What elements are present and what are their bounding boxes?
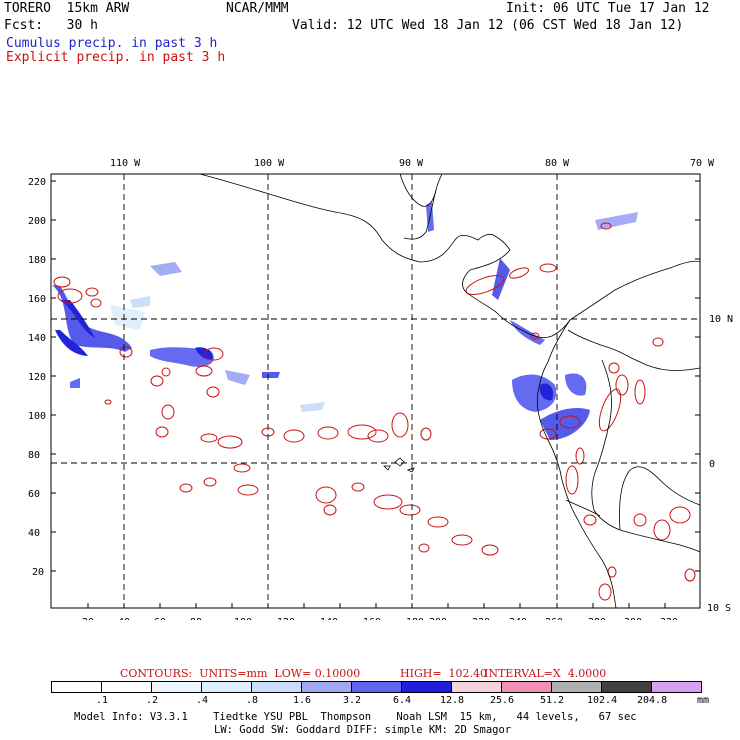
color-swatch (452, 682, 502, 692)
contours-interval: INTERVAL=X 4.0000 (484, 667, 607, 680)
x-tick-label: 100 (234, 617, 252, 620)
forecast-hour: Fcst: 30 h (4, 18, 98, 33)
y-tick-label: 120 (28, 372, 46, 383)
scale-label: .4 (196, 695, 209, 706)
organization: NCAR/MMM (226, 1, 289, 16)
y-tick-label: 160 (28, 294, 46, 305)
x-tick-label: 160 (363, 617, 381, 620)
x-tick-label: 120 (277, 617, 295, 620)
color-swatch (402, 682, 452, 692)
color-scale-bar (51, 681, 702, 693)
color-swatch (302, 682, 352, 692)
y-axis: 220 200 180 160 140 120 100 80 60 40 20 (28, 177, 46, 578)
color-swatch (502, 682, 552, 692)
y-tick-label: 100 (28, 411, 46, 422)
scale-label: 204.8 (637, 695, 668, 706)
y-tick-label: 220 (28, 177, 46, 188)
color-swatch (252, 682, 302, 692)
x-tick-label: 200 (429, 617, 447, 620)
scale-label: 51.2 (540, 695, 565, 706)
contours-high: HIGH= 102.40 (400, 667, 488, 680)
model-physics: LW: Godd SW: Goddard DIFF: simple KM: 2D… (214, 724, 512, 736)
lon-label-90w: 90 W (399, 158, 424, 169)
lat-label-10s: 10 S (707, 603, 731, 614)
scale-label: .2 (146, 695, 159, 706)
y-tick-label: 40 (28, 528, 40, 539)
lon-label-70w: 70 W (690, 158, 715, 169)
precip-map: 110 W 100 W 90 W 80 W 70 W (28, 158, 733, 620)
explicit-precip-contours (53, 222, 696, 601)
cumulus-label: Cumulus precip. in past 3 h (6, 36, 218, 51)
scale-label: 102.4 (587, 695, 618, 706)
x-tick-label: 220 (472, 617, 490, 620)
x-axis: 20 40 60 80 100 120 140 160 180 200 220 … (82, 617, 678, 620)
y-tick-label: 180 (28, 255, 46, 266)
x-tick-label: 20 (82, 617, 94, 620)
init-time: Init: 06 UTC Tue 17 Jan 12 (506, 1, 710, 16)
explicit-label: Explicit precip. in past 3 h (6, 50, 226, 65)
x-tick-label: 180 (406, 617, 424, 620)
x-tick-label: 320 (660, 617, 678, 620)
valid-time: Valid: 12 UTC Wed 18 Jan 12 (06 CST Wed … (292, 18, 684, 33)
y-tick-label: 20 (32, 567, 44, 578)
coastlines (199, 173, 701, 609)
cumulus-precip-areas (52, 202, 638, 440)
scale-label: 1.6 (293, 695, 312, 706)
lat-label-0: 0 (709, 459, 715, 470)
y-tick-label: 80 (28, 450, 40, 461)
scale-label: 3.2 (343, 695, 362, 706)
color-swatch (202, 682, 252, 692)
y-tick-marks (51, 180, 700, 572)
map-frame (50, 173, 701, 609)
scale-label: 25.6 (490, 695, 515, 706)
color-swatch (652, 682, 701, 692)
lat-lon-grid (51, 174, 700, 608)
x-tick-marks (87, 603, 666, 608)
scale-label: .8 (246, 695, 259, 706)
x-tick-label: 60 (154, 617, 166, 620)
scale-unit: mm (697, 695, 710, 706)
color-swatch (352, 682, 402, 692)
x-tick-label: 40 (118, 617, 130, 620)
lon-label-110w: 110 W (110, 158, 141, 169)
color-swatch (552, 682, 602, 692)
lat-label-10n: 10 N (709, 314, 733, 325)
y-tick-label: 60 (28, 489, 40, 500)
x-tick-label: 260 (545, 617, 563, 620)
x-tick-label: 80 (190, 617, 202, 620)
color-swatch (102, 682, 152, 692)
x-tick-label: 280 (588, 617, 606, 620)
color-swatch (602, 682, 652, 692)
y-tick-label: 200 (28, 216, 46, 227)
lon-label-80w: 80 W (545, 158, 570, 169)
scale-label: .1 (96, 695, 109, 706)
lon-label-100w: 100 W (254, 158, 285, 169)
model-info: Model Info: V3.3.1 Tiedtke YSU PBL Thomp… (74, 711, 637, 723)
model-title: TORERO 15km ARW (4, 1, 130, 16)
color-swatch (52, 682, 102, 692)
contours-info: CONTOURS: UNITS=mm LOW= 0.10000 (120, 667, 361, 680)
x-tick-label: 240 (509, 617, 527, 620)
y-tick-label: 140 (28, 333, 46, 344)
scale-label: 12.8 (440, 695, 465, 706)
scale-label: 6.4 (393, 695, 412, 706)
x-tick-label: 140 (320, 617, 338, 620)
color-swatch (152, 682, 202, 692)
x-tick-label: 300 (624, 617, 642, 620)
